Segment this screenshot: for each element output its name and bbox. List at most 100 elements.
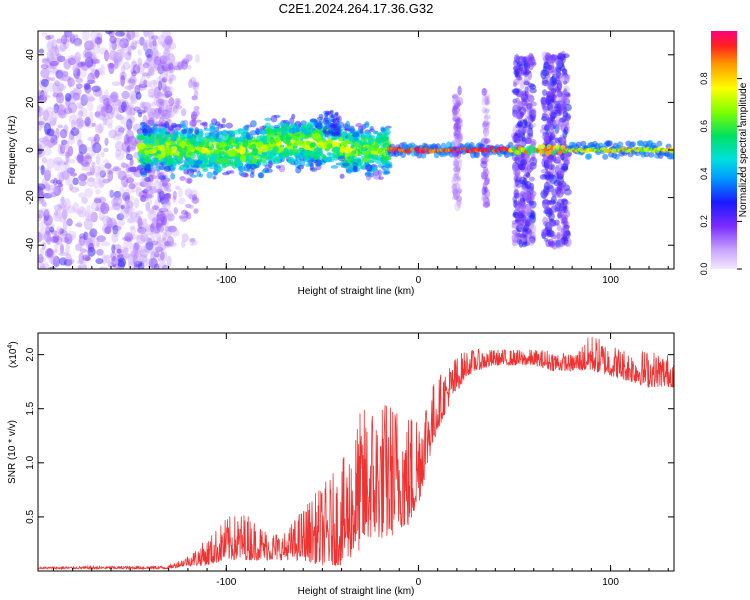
spectrogram-cell — [527, 59, 533, 67]
spectrogram-cell — [105, 31, 113, 35]
y-tick-label: 1.5 — [25, 401, 36, 415]
spectrogram-cell — [38, 253, 44, 264]
x-tick-label: -100 — [216, 275, 236, 286]
spectrogram-cell — [456, 149, 462, 159]
spectrogram-cell — [52, 248, 59, 254]
spectrogram-cell — [481, 158, 487, 164]
spectrogram-cell — [455, 133, 463, 144]
spectrogram-cell — [330, 165, 339, 169]
spectrogram-cell — [312, 132, 321, 140]
spectrogram-cell — [179, 142, 187, 147]
spectrogram-cell — [481, 190, 488, 201]
spectrogram-cell — [542, 190, 550, 196]
spectrogram-cell — [519, 190, 526, 197]
spectrogram-cell — [151, 115, 158, 125]
spectrogram-cell — [52, 82, 58, 94]
spectrogram-cell — [151, 108, 162, 118]
spectrogram-cell — [67, 77, 76, 88]
spectrogram-cell — [239, 148, 245, 155]
spectrogram-cell — [264, 168, 273, 174]
spectrogram-cell — [524, 136, 532, 145]
spectrogram-cell — [452, 95, 459, 106]
spectrogram-cell — [39, 208, 49, 215]
snr-scale-prefix: (x10 — [8, 348, 19, 368]
spectrogram-cell — [124, 174, 133, 179]
spectrogram-cell — [56, 171, 65, 182]
spectrogram-cell — [164, 194, 171, 202]
spectrogram-cell — [333, 141, 340, 147]
y-tick-label: 0.5 — [25, 510, 36, 524]
spectrogram-cell — [482, 198, 489, 209]
spectrogram-cell — [59, 242, 65, 255]
spectrogram-cell — [58, 229, 65, 241]
spectrogram-cell — [127, 146, 136, 152]
spectrogram-cell — [130, 181, 139, 193]
spectrogram-cell — [161, 229, 168, 234]
spectrogram-cell — [143, 155, 152, 164]
spectrogram-cell — [530, 56, 536, 66]
spectrogram-cell — [95, 258, 104, 265]
spectrogram-cell — [116, 213, 125, 221]
spectrogram-cell — [381, 165, 386, 170]
spectrogram-cell — [222, 172, 230, 176]
spectrogram-cell — [518, 55, 524, 61]
spectrogram-cell — [77, 175, 83, 181]
spectrogram-cell — [126, 118, 133, 131]
spectrogram-cell — [87, 58, 96, 71]
spectrogram-cell — [112, 167, 122, 172]
spectrogram-cell — [128, 76, 136, 89]
spectrogram-cell — [383, 170, 391, 175]
spectrogram-cell — [80, 61, 90, 71]
spectrogram-cell — [212, 176, 217, 180]
spectrogram-cell — [519, 91, 526, 98]
spectrogram-cell — [104, 206, 115, 211]
spectrogram-cell — [456, 143, 463, 152]
spectrogram-cell — [530, 123, 537, 128]
spectrogram-cell — [177, 155, 182, 162]
spectrogram-cell — [45, 35, 51, 41]
spectrogram-cell — [128, 90, 138, 103]
spectrogram-cell — [196, 152, 202, 159]
spectrogram-cell — [81, 196, 88, 204]
spectrogram-cell — [100, 202, 110, 215]
spectrogram-cell — [130, 243, 138, 256]
spectrogram-cell — [38, 142, 41, 148]
spectrogram-cell — [171, 228, 180, 237]
spectrogram-cell — [342, 140, 349, 144]
spectrogram-cell — [44, 169, 51, 182]
spectrogram-cell — [38, 148, 46, 158]
spectrogram-cell — [129, 211, 138, 219]
spectrogram-cell — [125, 163, 132, 174]
spectrogram-cell — [128, 140, 134, 146]
spectrogram-cell — [162, 232, 167, 241]
spectrogram-cell — [57, 109, 67, 119]
spectrogram-cell — [162, 86, 171, 93]
spectrogram-cell — [369, 126, 374, 131]
spectrogram-cell — [57, 182, 63, 188]
spectrogram-cell — [126, 77, 132, 85]
spectrogram-cell — [106, 217, 113, 229]
spectrogram-cell — [547, 238, 554, 246]
spectrogram-cell — [84, 51, 93, 59]
spectrogram-cell — [213, 126, 220, 132]
spectrogram-cell — [141, 72, 150, 77]
spectrogram-cell — [451, 183, 458, 191]
spectrogram-cell — [454, 201, 461, 212]
spectrogram-cell — [237, 166, 244, 172]
spectrogram-cell — [154, 108, 161, 119]
spectrogram-cell — [87, 242, 95, 253]
spectrogram-cell — [105, 100, 110, 111]
spectrogram-cell — [262, 161, 269, 167]
spectrogram-cell — [168, 63, 174, 72]
spectrogram-cell — [133, 241, 140, 251]
spectrogram-cell — [64, 92, 72, 102]
spectrogram-cell — [80, 61, 86, 67]
spectrogram-cell — [542, 89, 548, 96]
spectrogram-cell — [147, 132, 152, 137]
spectrogram-cell — [137, 215, 143, 227]
spectrogram-cell — [481, 186, 487, 196]
spectrogram-cell — [527, 127, 534, 138]
spectrogram-cell — [453, 169, 460, 176]
spectrogram-cell — [313, 147, 319, 156]
spectrogram-cell — [62, 36, 69, 45]
